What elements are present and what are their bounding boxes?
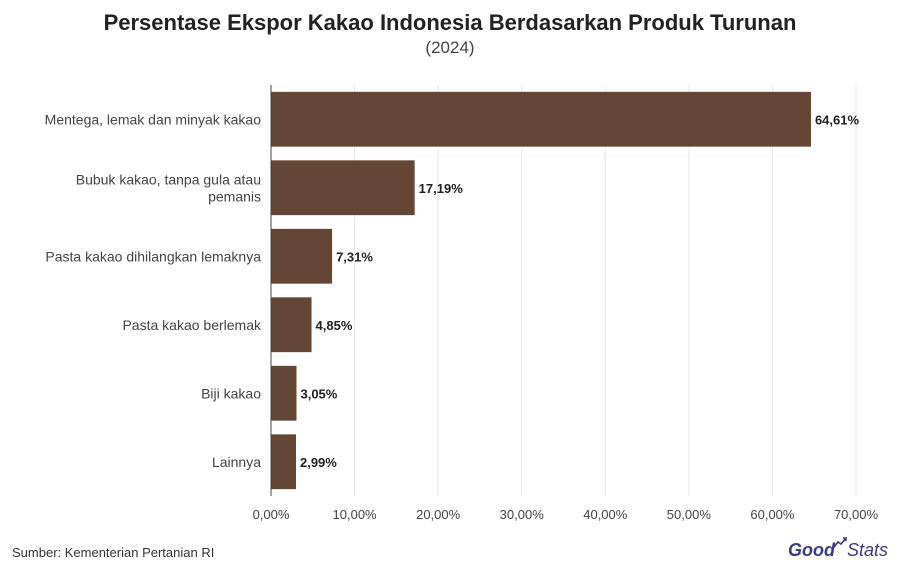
bar	[271, 434, 296, 490]
value-label: 7,31%	[336, 249, 373, 264]
source-note: Sumber: Kementerian Pertanian RI	[12, 545, 215, 560]
x-tick-label: 70,00%	[834, 507, 879, 522]
bar	[271, 365, 297, 421]
growth-arrow-icon	[833, 537, 847, 548]
value-label: 64,61%	[815, 112, 860, 127]
category-label: Pasta kakao dihilangkan lemaknya	[45, 248, 261, 264]
category-label: Biji kakao	[201, 385, 261, 401]
category-label-line: pemanis	[208, 188, 261, 204]
x-tick-label: 10,00%	[333, 507, 378, 522]
x-tick-label: 30,00%	[500, 507, 545, 522]
category-label-line: Bubuk kakao, tanpa gula atau	[76, 171, 261, 187]
x-tick-label: 0,00%	[253, 507, 290, 522]
category-label-line: Biji kakao	[201, 385, 261, 401]
logo-text-stats: Stats	[846, 540, 888, 560]
category-label-line: Mentega, lemak dan minyak kakao	[45, 111, 262, 127]
category-label: Mentega, lemak dan minyak kakao	[45, 111, 262, 127]
value-label: 3,05%	[300, 386, 337, 401]
bar	[271, 228, 333, 284]
x-tick-label: 20,00%	[416, 507, 461, 522]
bar	[271, 297, 312, 353]
category-label: Lainnya	[212, 454, 261, 470]
category-label-line: Pasta kakao berlemak	[122, 317, 262, 333]
bar	[271, 160, 415, 216]
goodstats-logo: Good Stats	[787, 537, 888, 561]
category-label: Bubuk kakao, tanpa gula atau pemanis	[76, 171, 261, 204]
value-label: 2,99%	[300, 455, 337, 470]
category-label-line: Lainnya	[212, 454, 261, 470]
bar-chart: 0,00% 10,00% 20,00% 30,00% 40,00% 50,00% 60,00…	[45, 85, 879, 522]
logo-text-good: Good	[787, 540, 835, 560]
value-label: 17,19%	[419, 181, 464, 196]
x-tick-label: 60,00%	[750, 507, 795, 522]
chart-title: Persentase Ekspor Kakao Indonesia Berdas…	[103, 10, 797, 35]
category-label-line: Pasta kakao dihilangkan lemaknya	[45, 248, 261, 264]
x-tick-label: 50,00%	[667, 507, 712, 522]
bar	[271, 91, 811, 147]
category-label: Pasta kakao berlemak	[122, 317, 262, 333]
chart-subtitle: (2024)	[425, 38, 475, 57]
value-label: 4,85%	[316, 318, 353, 333]
x-tick-label: 40,00%	[583, 507, 628, 522]
